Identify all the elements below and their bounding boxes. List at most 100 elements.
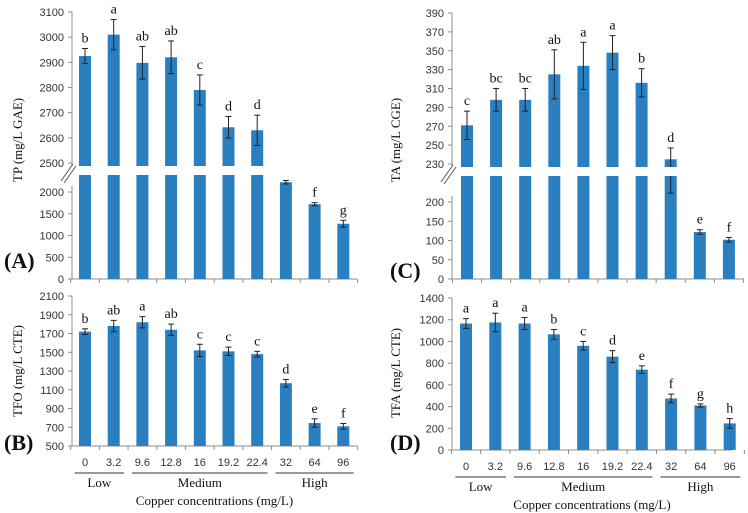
panel-label: (B) <box>4 430 33 455</box>
significance-letter: ab <box>136 29 149 44</box>
y-tick-label: 3000 <box>40 32 64 44</box>
x-tick-label: 12.8 <box>543 461 564 473</box>
significance-letter: a <box>139 300 146 315</box>
axis-break-mark <box>63 165 77 184</box>
y-tick-label: 2600 <box>40 133 64 145</box>
significance-letter: ab <box>107 303 120 318</box>
bar <box>79 331 91 446</box>
group-label: High <box>687 479 714 494</box>
y-axis-title: TFA (mg/L CTE) <box>388 328 403 418</box>
x-tick-label: 22.4 <box>246 457 267 469</box>
y-tick-label: 3100 <box>40 7 64 19</box>
y-tick-label: 1500 <box>40 347 64 359</box>
significance-letter: g <box>697 387 704 402</box>
bar <box>519 99 532 279</box>
y-tick-label: 1500 <box>40 209 64 221</box>
panel-label: (D) <box>390 430 421 455</box>
group-label: Low <box>87 475 111 490</box>
significance-letter: d <box>254 98 261 113</box>
y-tick-label: 230 <box>426 159 444 171</box>
significance-letter: e <box>639 349 645 364</box>
bar <box>518 323 531 450</box>
y-tick-label: 2700 <box>40 108 64 120</box>
y-tick-label: 1000 <box>420 336 444 348</box>
x-tick-label: 16 <box>577 461 589 473</box>
significance-letter: d <box>667 131 674 146</box>
y-tick-label: 600 <box>426 380 444 392</box>
y-tick-label: 50 <box>432 255 444 267</box>
significance-letter: a <box>521 301 528 316</box>
y-tick-label: 350 <box>426 46 444 58</box>
x-tick-label: 22.4 <box>631 461 652 473</box>
bar <box>635 82 648 280</box>
bar <box>722 239 735 279</box>
significance-letter: d <box>609 334 616 349</box>
group-label: High <box>302 475 329 490</box>
x-tick-label: 64 <box>308 457 320 469</box>
bar <box>279 383 292 446</box>
significance-letter: a <box>580 25 587 40</box>
bar <box>606 356 619 450</box>
y-tick-label: 200 <box>426 197 444 209</box>
bar <box>547 334 560 450</box>
significance-letter: d <box>282 362 289 377</box>
bar <box>222 127 235 279</box>
bar <box>693 232 706 279</box>
significance-letter: f <box>312 186 317 201</box>
y-tick-label: 800 <box>426 358 444 370</box>
y-tick-label: 310 <box>426 84 444 96</box>
axis-break-gap <box>444 167 748 176</box>
x-tick-label: 12.8 <box>160 457 181 469</box>
y-tick-label: 500 <box>46 441 64 453</box>
significance-letter: b <box>550 312 557 327</box>
bar <box>279 182 292 279</box>
significance-letter: c <box>197 327 203 342</box>
bar <box>107 34 120 280</box>
bar <box>107 326 120 446</box>
y-tick-label: 270 <box>426 121 444 133</box>
group-label: Medium <box>178 475 222 490</box>
significance-letter: f <box>727 220 732 235</box>
significance-letter: c <box>197 58 203 73</box>
bar <box>664 159 677 279</box>
bar <box>222 351 235 446</box>
y-tick-label: 1100 <box>40 385 64 397</box>
significance-letter: f <box>341 407 346 422</box>
x-tick-label: 9.6 <box>517 461 532 473</box>
x-tick-label: 64 <box>694 461 706 473</box>
y-tick-label: 700 <box>46 422 64 434</box>
bar <box>577 345 590 450</box>
y-tick-label: 1300 <box>40 366 64 378</box>
axis-break-mark <box>440 164 454 183</box>
y-tick-label: 400 <box>426 402 444 414</box>
panel-label: (A) <box>4 248 35 273</box>
significance-letter: c <box>254 334 260 349</box>
bar <box>461 125 473 280</box>
y-tick-label: 2800 <box>40 83 64 95</box>
y-tick-label: 290 <box>426 102 444 114</box>
significance-letter: ab <box>548 33 561 48</box>
bar <box>723 423 736 450</box>
significance-letter: bc <box>489 72 502 87</box>
axis-break-gap <box>64 166 361 175</box>
x-tick-label: 96 <box>337 457 349 469</box>
bar <box>337 223 350 279</box>
y-axis-title: TP (mg/L GAE) <box>10 98 25 182</box>
significance-letter: ab <box>164 24 177 39</box>
bar <box>489 322 502 450</box>
y-tick-label: 1400 <box>420 293 444 305</box>
significance-letter: bc <box>519 72 532 87</box>
significance-letter: e <box>697 213 703 228</box>
panel-label: (C) <box>390 258 421 283</box>
y-tick-label: 100 <box>426 236 444 248</box>
y-tick-label: 0 <box>438 274 444 286</box>
bar <box>337 426 350 446</box>
bar <box>193 90 206 280</box>
x-tick-label: 32 <box>280 457 292 469</box>
y-axis-title: TA (mg/L CGE) <box>388 98 403 182</box>
y-tick-label: 0 <box>58 274 64 286</box>
significance-letter: ab <box>164 307 177 322</box>
significance-letter: d <box>225 99 232 114</box>
